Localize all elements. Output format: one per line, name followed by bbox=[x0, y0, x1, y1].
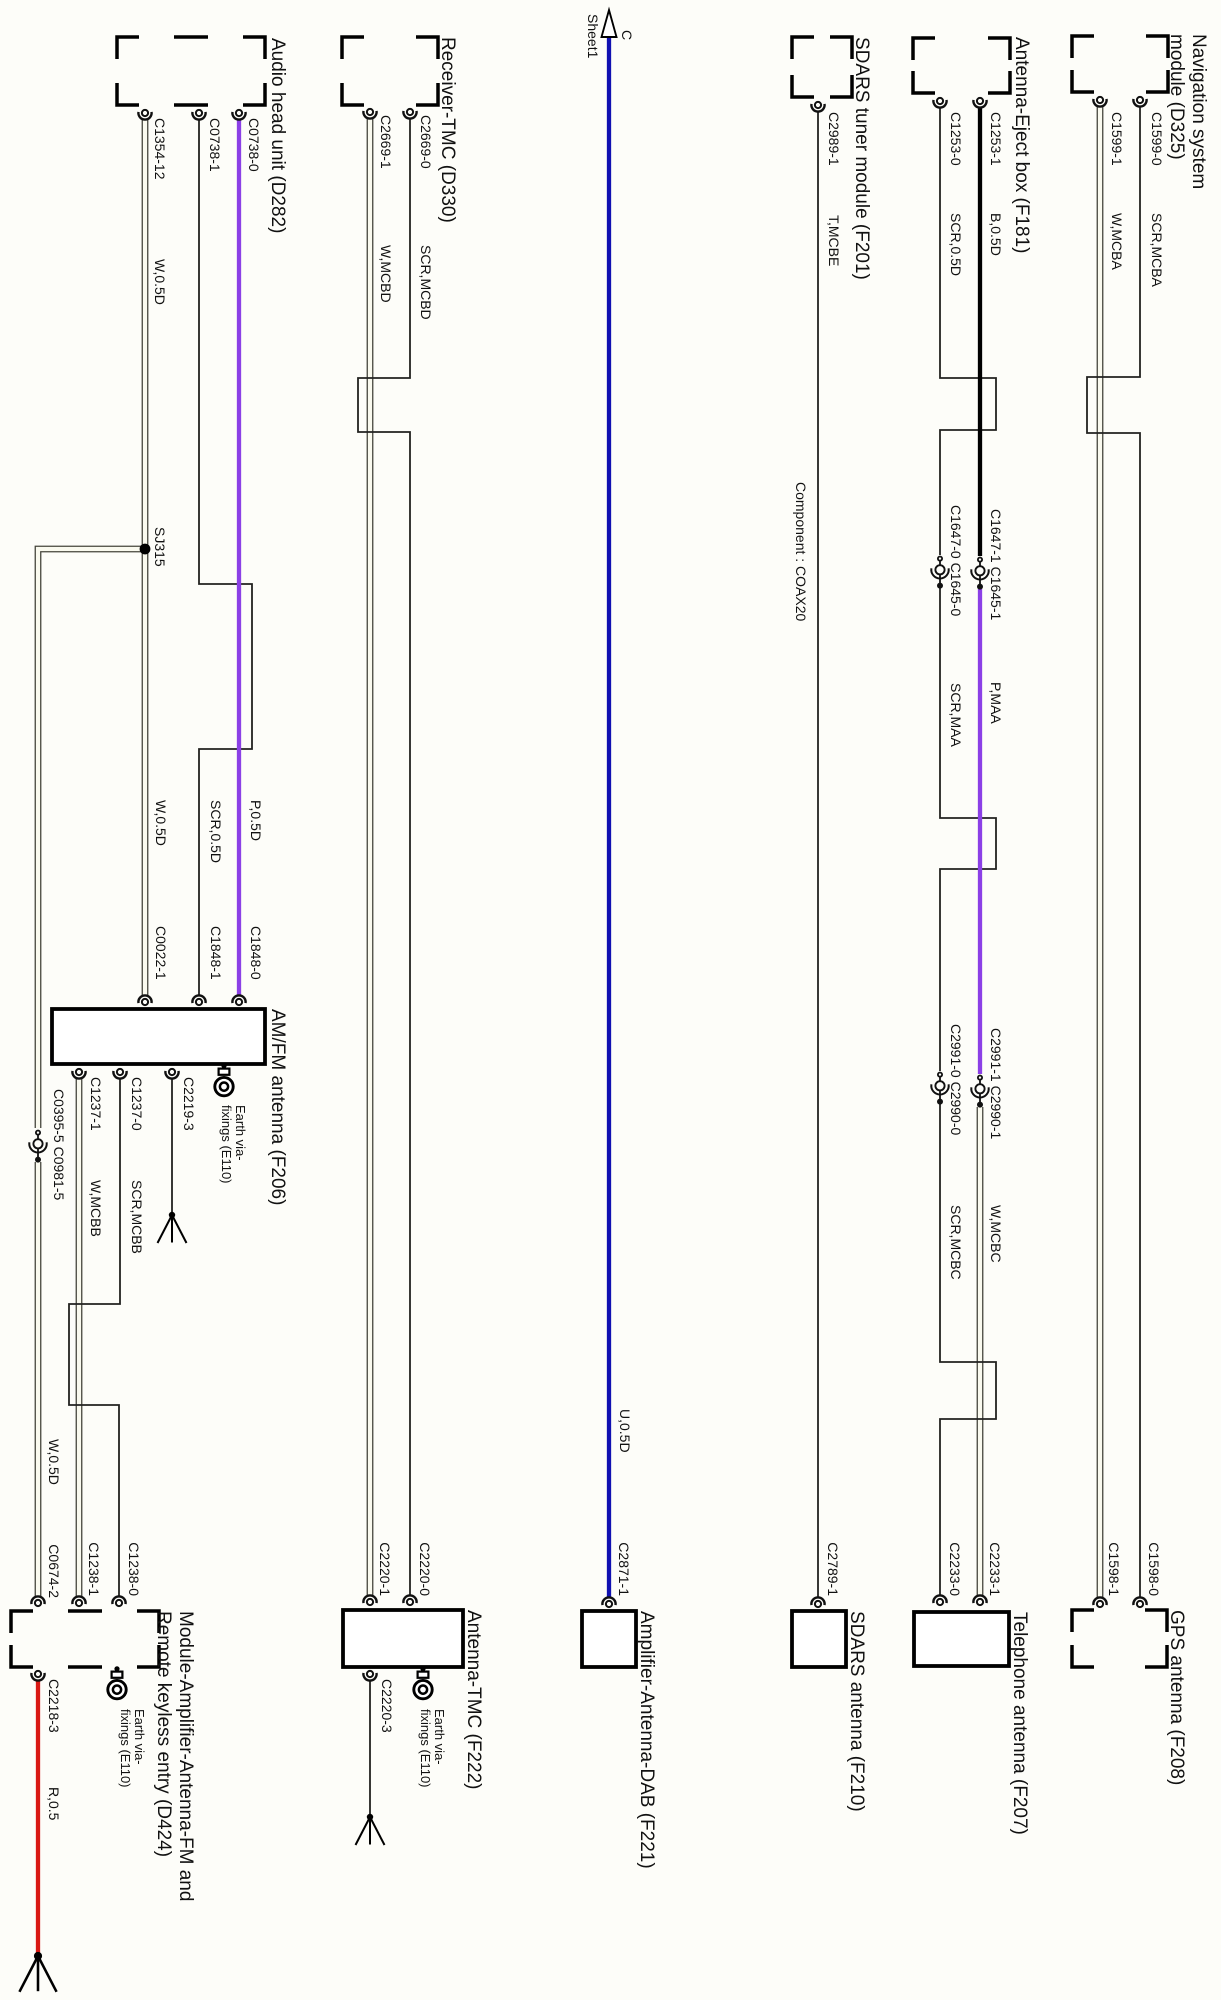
svg-text:C1848-0: C1848-0 bbox=[248, 926, 264, 980]
svg-text:Audio head unit (D282): Audio head unit (D282) bbox=[267, 38, 288, 233]
svg-text:Antenna-TMC (F222): Antenna-TMC (F222) bbox=[463, 1610, 484, 1790]
svg-text:Navigation system: Navigation system bbox=[1188, 34, 1209, 189]
svg-text:Earth via-: Earth via- bbox=[233, 1105, 248, 1161]
svg-text:R,0.5: R,0.5 bbox=[46, 1787, 62, 1821]
svg-text:C1253-0: C1253-0 bbox=[948, 112, 964, 166]
svg-text:P,0.5D: P,0.5D bbox=[248, 800, 264, 841]
svg-text:C1238-1: C1238-1 bbox=[86, 1542, 102, 1596]
svg-text:T,MCBE: T,MCBE bbox=[826, 215, 842, 266]
svg-text:C0395-5 C0981-5: C0395-5 C0981-5 bbox=[51, 1089, 67, 1201]
svg-text:SCR,MCBD: SCR,MCBD bbox=[418, 245, 434, 320]
svg-text:SDARS tuner module (F201): SDARS tuner module (F201) bbox=[851, 37, 872, 280]
svg-text:C1237-1: C1237-1 bbox=[88, 1077, 104, 1131]
svg-text:C2669-0: C2669-0 bbox=[418, 115, 434, 169]
svg-text:C2220-0: C2220-0 bbox=[417, 1542, 433, 1596]
svg-text:AM/FM antenna (F206): AM/FM antenna (F206) bbox=[267, 1009, 288, 1205]
svg-text:C1599-0: C1599-0 bbox=[1149, 112, 1165, 166]
svg-text:C2871-1: C2871-1 bbox=[616, 1542, 632, 1596]
svg-text:C1237-0: C1237-0 bbox=[129, 1077, 145, 1131]
svg-text:Amplifier-Antenna-DAB (F221): Amplifier-Antenna-DAB (F221) bbox=[636, 1611, 657, 1869]
svg-text:C1354-12: C1354-12 bbox=[152, 118, 168, 180]
svg-text:C1848-1: C1848-1 bbox=[208, 926, 224, 980]
svg-text:C0738-1: C0738-1 bbox=[207, 118, 223, 172]
svg-text:C2991-0 C2990-0: C2991-0 C2990-0 bbox=[948, 1024, 964, 1136]
svg-text:Antenna-Eject box (F181): Antenna-Eject box (F181) bbox=[1011, 37, 1032, 254]
svg-text:C2789-1: C2789-1 bbox=[825, 1542, 841, 1596]
svg-text:SCR,MCBC: SCR,MCBC bbox=[948, 1205, 964, 1280]
svg-text:Module-Amplifier-Antenna-FM an: Module-Amplifier-Antenna-FM and bbox=[175, 1611, 196, 1901]
svg-text:W,MCBB: W,MCBB bbox=[88, 1180, 104, 1237]
svg-text:C1598-1: C1598-1 bbox=[1106, 1542, 1122, 1596]
svg-text:C2219-3: C2219-3 bbox=[181, 1077, 197, 1131]
svg-text:Remote keyless entry (D424): Remote keyless entry (D424) bbox=[153, 1611, 174, 1857]
svg-text:C2989-1: C2989-1 bbox=[826, 112, 842, 166]
svg-text:C2233-1: C2233-1 bbox=[987, 1542, 1003, 1596]
svg-text:C2991-1 C2990-1: C2991-1 C2990-1 bbox=[988, 1028, 1004, 1140]
svg-text:SDARS antenna (F210): SDARS antenna (F210) bbox=[846, 1611, 867, 1812]
svg-text:Earth via-: Earth via- bbox=[132, 1709, 147, 1765]
svg-text:SJ315: SJ315 bbox=[152, 527, 168, 567]
svg-text:C: C bbox=[619, 30, 635, 40]
svg-text:Earth via-: Earth via- bbox=[432, 1709, 447, 1765]
svg-text:W,MCBA: W,MCBA bbox=[1109, 213, 1125, 270]
svg-text:C0022-1: C0022-1 bbox=[153, 926, 169, 980]
svg-text:SCR,MCBA: SCR,MCBA bbox=[1149, 213, 1165, 288]
svg-text:GPS antenna (F208): GPS antenna (F208) bbox=[1166, 1610, 1187, 1785]
svg-text:SCR,MCBB: SCR,MCBB bbox=[129, 1180, 145, 1254]
svg-text:SCR,0.5D: SCR,0.5D bbox=[208, 800, 224, 863]
svg-text:C1599-1: C1599-1 bbox=[1109, 112, 1125, 166]
svg-text:C2233-0: C2233-0 bbox=[947, 1542, 963, 1596]
svg-text:C2220-1: C2220-1 bbox=[377, 1542, 393, 1596]
svg-text:C1647-1 C1645-1: C1647-1 C1645-1 bbox=[988, 509, 1004, 621]
svg-text:module (D325): module (D325) bbox=[1166, 34, 1187, 160]
svg-text:fixings (E110): fixings (E110) bbox=[219, 1105, 234, 1184]
svg-text:SCR,0.5D: SCR,0.5D bbox=[948, 213, 964, 276]
svg-text:B,0.5D: B,0.5D bbox=[988, 213, 1004, 256]
svg-text:fixings (E110): fixings (E110) bbox=[418, 1709, 433, 1788]
svg-text:W,0.5D: W,0.5D bbox=[46, 1439, 62, 1485]
svg-text:W,0.5D: W,0.5D bbox=[153, 800, 169, 846]
svg-text:C2220-3: C2220-3 bbox=[379, 1679, 395, 1733]
svg-text:Sheet1: Sheet1 bbox=[585, 14, 601, 59]
svg-text:Receiver-TMC (D330): Receiver-TMC (D330) bbox=[437, 37, 458, 223]
svg-text:W,MCBD: W,MCBD bbox=[378, 245, 394, 303]
svg-text:C1253-1: C1253-1 bbox=[988, 112, 1004, 166]
svg-text:fixings (E110): fixings (E110) bbox=[118, 1709, 133, 1788]
svg-text:C1598-0: C1598-0 bbox=[1146, 1542, 1162, 1596]
svg-text:C1647-0 C1645-0: C1647-0 C1645-0 bbox=[948, 505, 964, 617]
svg-text:C2669-1: C2669-1 bbox=[378, 115, 394, 169]
svg-text:Component : COAX20: Component : COAX20 bbox=[793, 482, 809, 622]
svg-text:W,0.5D: W,0.5D bbox=[152, 259, 168, 305]
svg-text:SCR,MAA: SCR,MAA bbox=[948, 683, 964, 747]
svg-text:Telephone antenna (F207): Telephone antenna (F207) bbox=[1009, 1612, 1030, 1835]
svg-text:W,MCBC: W,MCBC bbox=[988, 1205, 1004, 1263]
svg-text:C2218-3: C2218-3 bbox=[46, 1679, 62, 1733]
svg-text:C0674-2: C0674-2 bbox=[46, 1544, 62, 1598]
svg-text:C0738-0: C0738-0 bbox=[246, 118, 262, 172]
svg-text:C1238-0: C1238-0 bbox=[126, 1542, 142, 1596]
svg-text:U,0.5D: U,0.5D bbox=[617, 1409, 633, 1453]
svg-text:P,MAA: P,MAA bbox=[988, 682, 1004, 724]
